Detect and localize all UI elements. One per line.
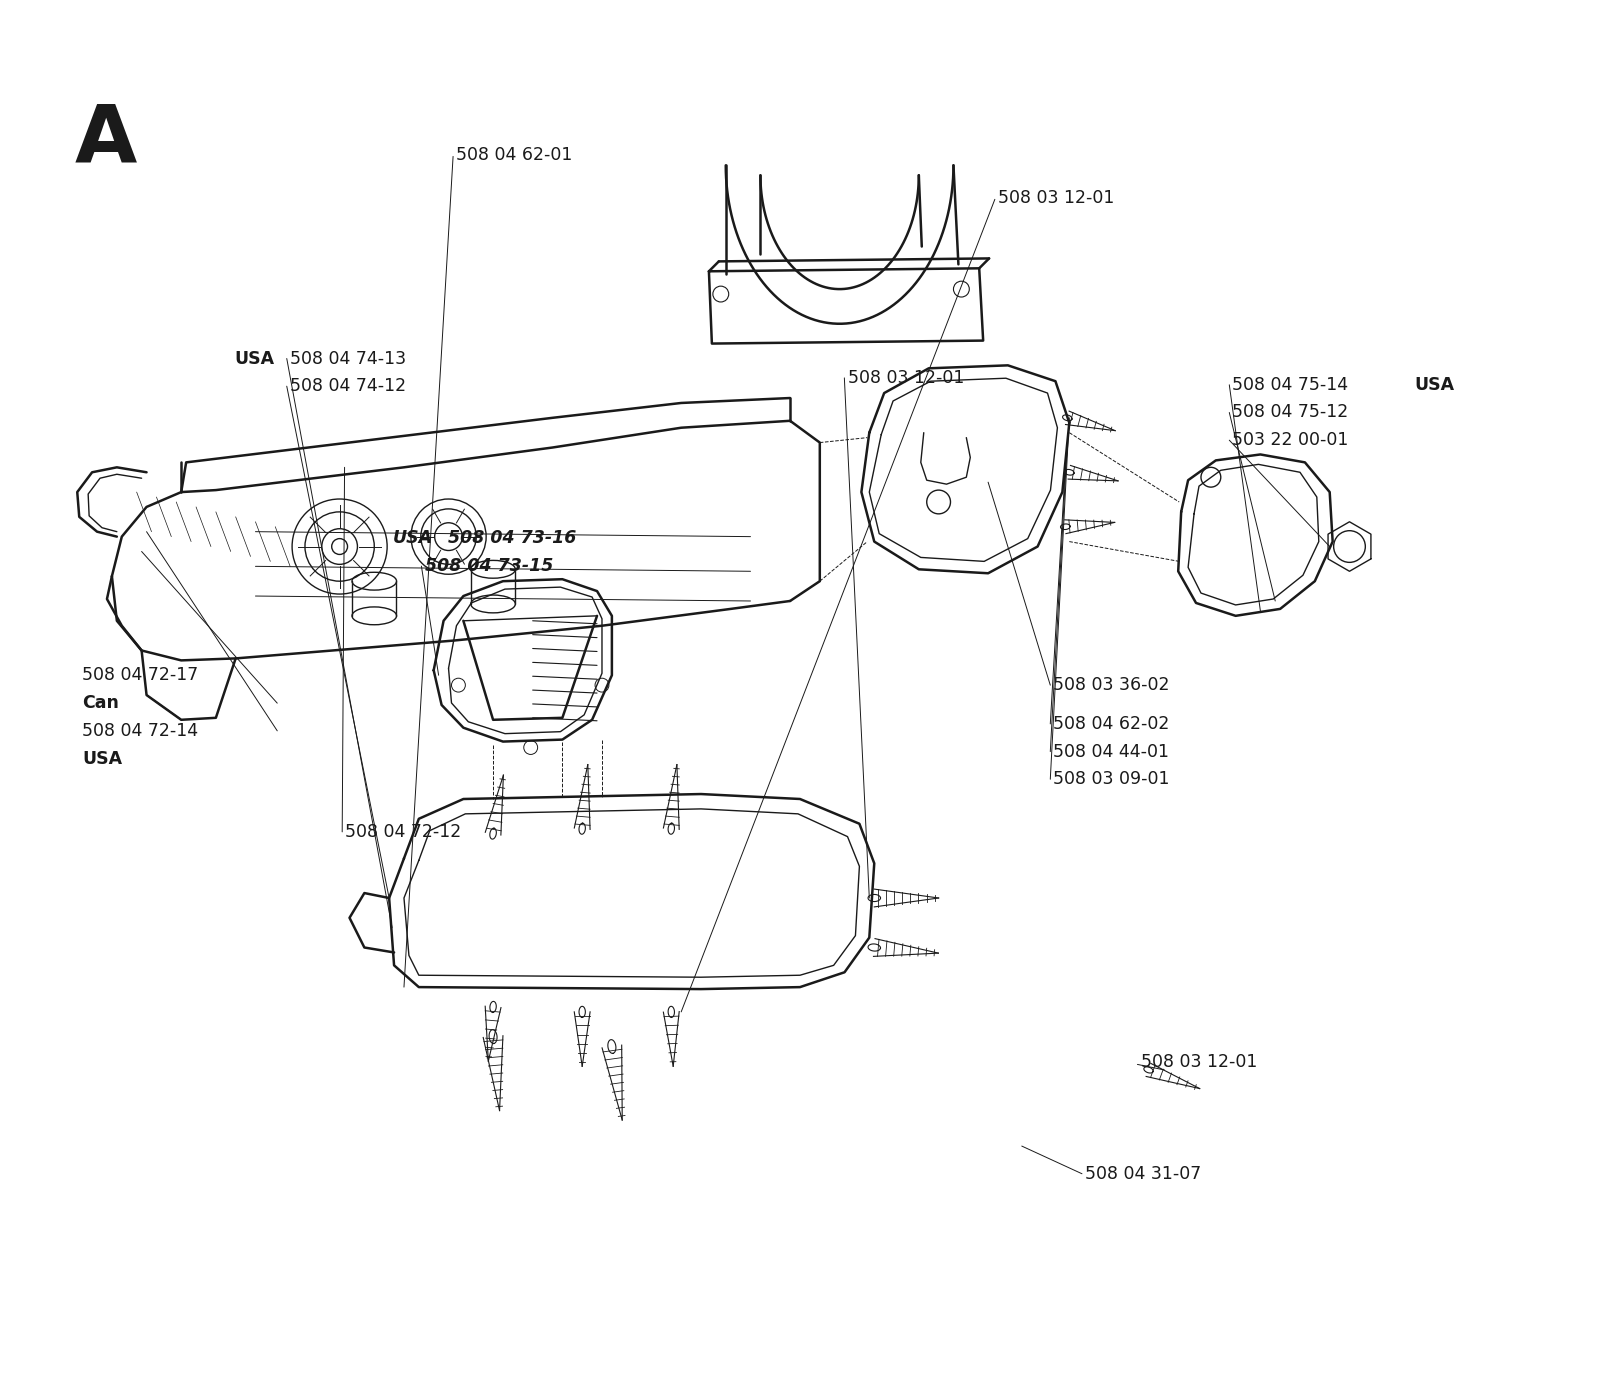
Text: A: A (75, 101, 136, 179)
Text: 508 03 12-01: 508 03 12-01 (848, 369, 963, 387)
Text: 508 04 62-02: 508 04 62-02 (1053, 714, 1170, 733)
Text: 508 04 73-15: 508 04 73-15 (424, 558, 554, 575)
Text: Can: Can (83, 695, 120, 712)
Text: 508 03 09-01: 508 03 09-01 (1053, 770, 1170, 788)
Text: USA: USA (1414, 376, 1454, 394)
Text: 508 03 36-02: 508 03 36-02 (1053, 677, 1170, 695)
Text: USA: USA (235, 350, 275, 368)
Text: 508 04 62-01: 508 04 62-01 (456, 145, 573, 164)
Text: 508 03 12-01: 508 03 12-01 (1141, 1053, 1258, 1071)
Text: 508 04 75-12: 508 04 75-12 (1232, 404, 1349, 421)
Text: 508 04 31-07: 508 04 31-07 (1085, 1165, 1202, 1183)
Text: 508 04 72-14: 508 04 72-14 (83, 721, 198, 740)
Text: 508 04 44-01: 508 04 44-01 (1053, 742, 1170, 761)
Text: USA: USA (394, 530, 434, 548)
Text: 508 04 74-12: 508 04 74-12 (290, 377, 406, 396)
Text: USA: USA (83, 749, 123, 768)
Text: 508 04 74-13: 508 04 74-13 (290, 350, 406, 368)
Text: 508 04 75-14: 508 04 75-14 (1232, 376, 1349, 394)
Text: 508 04 72-12: 508 04 72-12 (346, 823, 462, 840)
Text: 508 04 72-17: 508 04 72-17 (83, 667, 198, 685)
Text: 508 03 12-01: 508 03 12-01 (998, 189, 1114, 207)
Text: 503 22 00-01: 503 22 00-01 (1232, 431, 1349, 449)
Text: 508 04 73-16: 508 04 73-16 (448, 530, 576, 548)
